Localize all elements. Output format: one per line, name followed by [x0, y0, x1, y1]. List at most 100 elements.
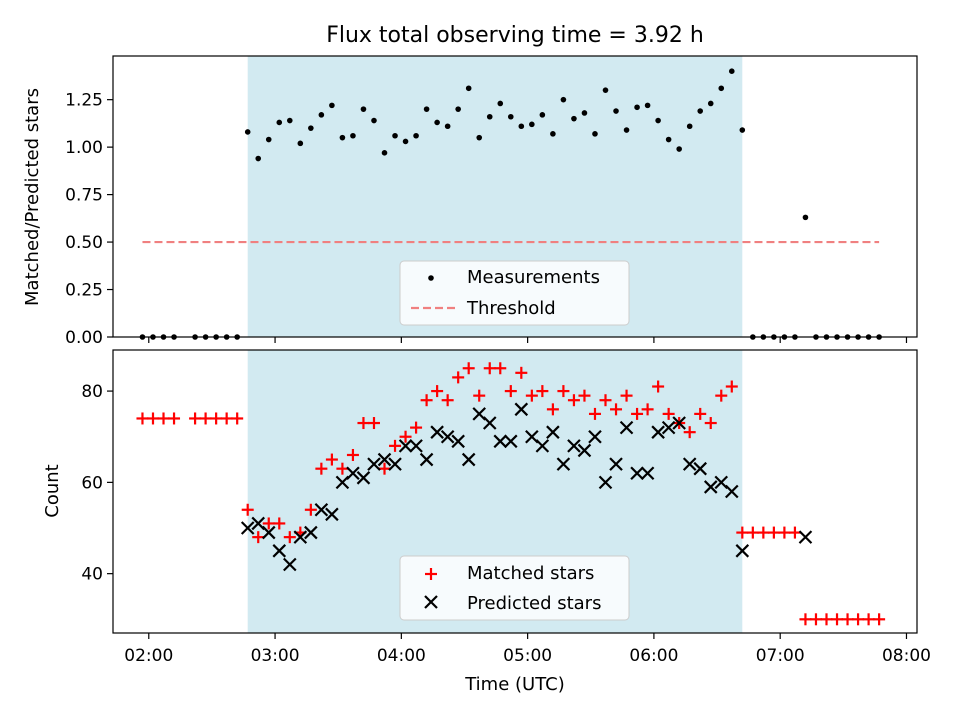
matched-star-point: [694, 407, 707, 420]
matched-star-point: [852, 613, 865, 626]
predicted-star-point: [725, 484, 739, 499]
matched-star-point: [652, 380, 665, 393]
measurement-point: [613, 108, 619, 114]
matched-star-point: [820, 613, 833, 626]
measurement-point: [455, 106, 461, 112]
matched-star-point: [199, 412, 212, 425]
matched-star-point: [410, 421, 423, 434]
predicted-star-point: [398, 439, 413, 453]
measurement-point: [434, 119, 440, 126]
predicted-star-point: [440, 429, 455, 444]
matched-star-point: [610, 403, 623, 416]
bottom-legend: Matched stars Predicted stars: [399, 555, 630, 621]
measurement-point: [486, 113, 493, 120]
measurement-point: [529, 121, 535, 128]
predicted-star-point: [504, 434, 518, 449]
x-tick-label: 02:00: [124, 646, 173, 666]
top-legend: Measurements Threshold: [399, 260, 630, 326]
predicted-star-point: [703, 480, 718, 494]
predicted-star-point: [609, 457, 623, 471]
measurement-point: [539, 112, 546, 118]
top-legend-box: [399, 260, 630, 326]
matched-star-point: [357, 417, 370, 430]
measurement-point: [318, 112, 325, 118]
matched-stars-points: [136, 362, 886, 626]
matched-star-point: [504, 385, 517, 398]
matched-star-point: [631, 407, 644, 420]
matched-star-point: [252, 531, 265, 544]
matched-star-point: [168, 412, 181, 425]
matched-star-point: [662, 407, 675, 420]
top-measurement-points: [139, 68, 882, 340]
predicted-star-point: [304, 525, 318, 540]
x-tick-label: 06:00: [629, 646, 678, 666]
matched-star-point: [441, 394, 454, 407]
matched-star-point: [389, 439, 402, 452]
measurement-point: [634, 104, 640, 111]
measurement-point: [581, 110, 588, 116]
measurement-point: [602, 87, 609, 93]
predicted-star-point: [325, 507, 339, 522]
matched-star-point: [778, 526, 791, 539]
matched-star-point: [367, 417, 380, 430]
matched-star-point: [620, 389, 633, 402]
measurement-point: [718, 85, 725, 92]
predicted-star-point: [514, 402, 529, 417]
matched-star-point: [788, 526, 801, 539]
measurement-point: [728, 68, 735, 74]
predicted-star-point: [598, 475, 613, 490]
measurement-point: [276, 119, 283, 126]
predicted-star-point: [535, 439, 550, 453]
predicted-stars-legend-marker: [424, 595, 438, 609]
matched-star-point: [725, 380, 738, 393]
predicted-star-point: [798, 530, 813, 544]
matched-star-point: [136, 412, 149, 425]
measurement-point: [350, 132, 356, 139]
predicted-star-point: [240, 521, 255, 535]
matched-star-point: [841, 613, 854, 626]
bottom-y-axis: 40 60 80: [81, 382, 113, 585]
matched-stars-legend-label: Matched stars: [467, 563, 594, 584]
matched-star-point: [525, 389, 538, 402]
bottom-y-tick-label: 40: [81, 565, 103, 585]
measurements-legend-label: Measurements: [467, 267, 600, 288]
matched-star-point: [241, 503, 254, 516]
measurements-legend-marker: [428, 275, 434, 281]
matched-star-point: [494, 362, 507, 375]
measurement-point: [244, 129, 251, 135]
predicted-star-point: [346, 466, 360, 481]
predicted-star-point: [672, 416, 686, 430]
matched-star-point: [473, 389, 486, 402]
measurement-point: [476, 134, 483, 141]
matched-star-point: [831, 613, 844, 626]
top-y-tick-label: 1.25: [65, 91, 103, 111]
measurement-point: [381, 150, 388, 156]
matched-star-point: [578, 389, 591, 402]
matched-star-point: [315, 462, 328, 475]
matched-star-point: [546, 403, 559, 416]
matched-star-point: [567, 394, 580, 407]
matched-star-point: [862, 613, 875, 626]
measurement-point: [560, 96, 567, 103]
top-y-tick-label: 0.25: [65, 281, 103, 301]
matched-star-point: [704, 417, 717, 430]
measurement-point: [308, 125, 314, 131]
measurement-point: [507, 113, 514, 120]
matched-star-point: [588, 407, 601, 420]
measurement-point: [413, 132, 419, 139]
x-tick-label: 08:00: [882, 646, 931, 666]
matched-star-point: [399, 430, 412, 443]
measurement-point: [644, 102, 651, 109]
predicted-star-point: [283, 557, 297, 572]
measurement-point: [686, 123, 693, 130]
measurement-point: [697, 108, 704, 114]
measurement-point: [518, 123, 525, 130]
matched-star-point: [325, 453, 338, 466]
matched-star-point: [431, 385, 444, 398]
predicted-star-point: [577, 443, 592, 458]
matched-stars-legend-marker: [425, 568, 437, 580]
predicted-star-point: [367, 457, 381, 471]
matched-star-point: [346, 448, 359, 461]
measurement-point: [707, 100, 714, 107]
